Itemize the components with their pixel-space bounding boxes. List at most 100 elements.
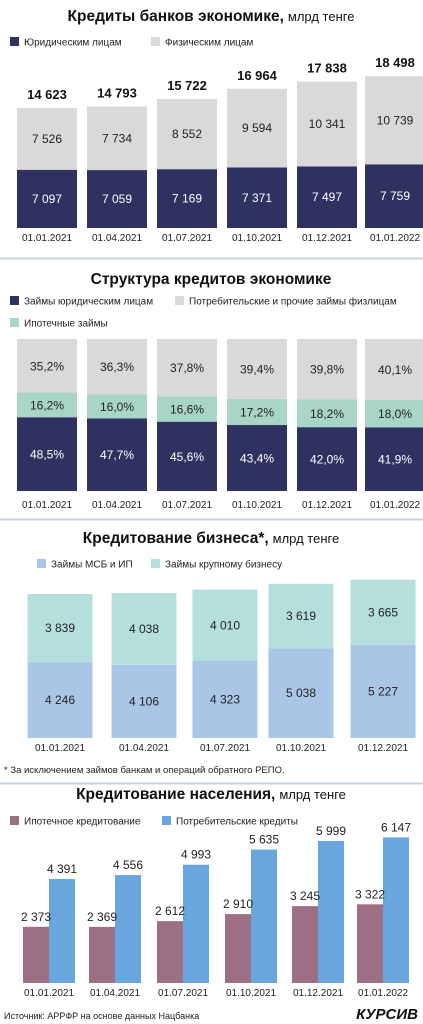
value-label-consumer-credit: 6 147: [381, 820, 411, 834]
value-label-consumer: 37,8%: [170, 361, 204, 375]
value-label-mortgage-lending: 2 369: [87, 910, 117, 924]
value-label-mortgage-lending: 2 910: [223, 897, 253, 911]
value-label-mortgage-lending: 2 373: [21, 910, 51, 924]
value-label-sme: 5 038: [286, 686, 316, 700]
bar-mortgage: [87, 394, 147, 419]
bar-consumer-credit: [183, 864, 209, 983]
value-label-legal: 7 497: [312, 190, 342, 204]
value-label-consumer: 39,4%: [240, 362, 274, 376]
bar-mortgage-lending: [157, 921, 183, 983]
x-tick-label: 01.10.2021: [232, 500, 282, 511]
bar-mortgage: [157, 396, 217, 422]
value-label-legal: 7 371: [242, 191, 272, 205]
value-label-large-business: 3 665: [368, 605, 398, 619]
value-label-sme: 5 227: [368, 684, 398, 698]
bar-consumer: [227, 339, 287, 399]
legend-label-consumer-loans: Потребительские и прочие займы физлицам: [189, 296, 397, 308]
bar-large-business: [27, 594, 93, 663]
bar-corporate: [87, 418, 147, 491]
bar-individuals: [87, 106, 147, 171]
bar-mortgage: [365, 399, 423, 428]
x-tick-label: 01.01.2022: [358, 988, 408, 999]
panel3-title: Кредитование бизнеса*, млрд тенге: [83, 530, 339, 547]
legend-swatch-corporate-loans: [10, 296, 19, 305]
bar-consumer: [297, 339, 357, 400]
x-tick-label: 01.07.2021: [158, 988, 208, 999]
x-tick-label: 01.01.2021: [22, 233, 72, 244]
x-tick-label: 01.07.2021: [162, 500, 212, 511]
bar-individuals: [17, 108, 77, 170]
legend-label-consumer-credit: Потребительские кредиты: [176, 816, 298, 828]
x-tick-label: 01.01.2021: [24, 988, 74, 999]
bar-mortgage: [227, 398, 287, 426]
value-label-mortgage: 17,2%: [240, 405, 274, 419]
bar-large-business: [268, 583, 334, 649]
bar-corporate: [297, 427, 357, 491]
value-label-mortgage: 18,0%: [378, 407, 412, 421]
x-tick-label: 01.07.2021: [200, 743, 250, 754]
value-label-sme: 4 246: [45, 693, 75, 707]
panel1-title: Кредиты банков экономике, млрд тенге: [68, 8, 355, 25]
bar-mortgage-lending: [225, 914, 251, 983]
panel-household-lending: Кредитование населения, млрд тенге Ипотеч…: [10, 786, 411, 999]
x-tick-label: 01.10.2021: [226, 988, 276, 999]
bar-consumer: [87, 339, 147, 395]
bar-legal: [87, 170, 147, 228]
bar-individuals: [157, 98, 217, 170]
value-label-consumer: 40,1%: [378, 363, 412, 377]
bar-consumer: [365, 339, 423, 400]
legend-swatch-consumer-credit: [162, 816, 171, 825]
value-label-legal: 7 059: [102, 192, 132, 206]
x-tick-label: 01.12.2021: [302, 233, 352, 244]
panel-loan-structure: Структура кредитов экономике Займы юриди…: [10, 271, 423, 511]
bar-mortgage-lending: [23, 926, 49, 983]
bar-mortgage-lending: [292, 906, 318, 983]
panel-bank-loans: Кредиты банков экономике, млрд тенге Юрид…: [10, 8, 423, 244]
bar-legal: [227, 167, 287, 228]
x-tick-label: 01.10.2021: [276, 743, 326, 754]
x-tick-label: 01.04.2021: [92, 500, 142, 511]
bar-large-business: [350, 579, 416, 645]
value-label-individuals: 7 526: [32, 132, 62, 146]
value-label-consumer-credit: 4 556: [113, 858, 143, 872]
value-label-sme: 4 323: [210, 693, 240, 707]
bar-corporate: [365, 427, 423, 491]
bar-legal: [297, 166, 357, 228]
bar-legal: [365, 164, 423, 228]
value-label-mortgage: 18,2%: [310, 407, 344, 421]
value-label-legal: 7 169: [172, 192, 202, 206]
x-tick-label: 01.04.2021: [90, 988, 140, 999]
bar-corporate: [227, 425, 287, 491]
bar-corporate: [157, 421, 217, 491]
total-label: 14 623: [27, 87, 67, 102]
panel-business-lending: Кредитование бизнеса*, млрд тенге Займы М…: [4, 530, 416, 776]
total-label: 18 498: [375, 55, 415, 70]
value-label-mortgage-lending: 2 612: [155, 904, 185, 918]
value-label-mortgage: 16,2%: [30, 398, 64, 412]
legend-label-corporate-loans: Займы юридическим лицам: [24, 297, 153, 308]
legend-label-mortgage-lending: Ипотечное кредитование: [24, 817, 141, 828]
legend-label-legal: Юридическим лицам: [24, 38, 122, 49]
bar-mortgage: [297, 399, 357, 428]
value-label-consumer-credit: 5 635: [249, 833, 279, 847]
bar-large-business: [111, 592, 177, 665]
total-label: 17 838: [307, 61, 347, 76]
bar-consumer-credit: [115, 875, 141, 983]
legend-swatch-individuals: [151, 37, 160, 46]
legend-swatch-sme: [37, 559, 46, 568]
bar-mortgage-lending: [357, 904, 383, 983]
value-label-large-business: 4 010: [210, 618, 240, 632]
legend-swatch-mortgage: [10, 318, 19, 327]
x-tick-label: 01.12.2021: [302, 500, 352, 511]
bar-sme: [268, 648, 334, 738]
panel4-title: Кредитование населения, млрд тенге: [76, 786, 346, 803]
bar-individuals: [297, 81, 357, 167]
bar-legal: [17, 169, 77, 228]
x-tick-label: 01.10.2021: [232, 233, 282, 244]
value-label-large-business: 4 038: [129, 622, 159, 636]
kursiv-logo: КУРСИВ: [356, 1006, 418, 1023]
value-label-large-business: 3 619: [286, 609, 316, 623]
value-label-consumer: 35,2%: [30, 359, 64, 373]
value-label-mortgage: 16,6%: [170, 403, 204, 417]
legend-swatch-consumer-loans: [175, 296, 184, 305]
